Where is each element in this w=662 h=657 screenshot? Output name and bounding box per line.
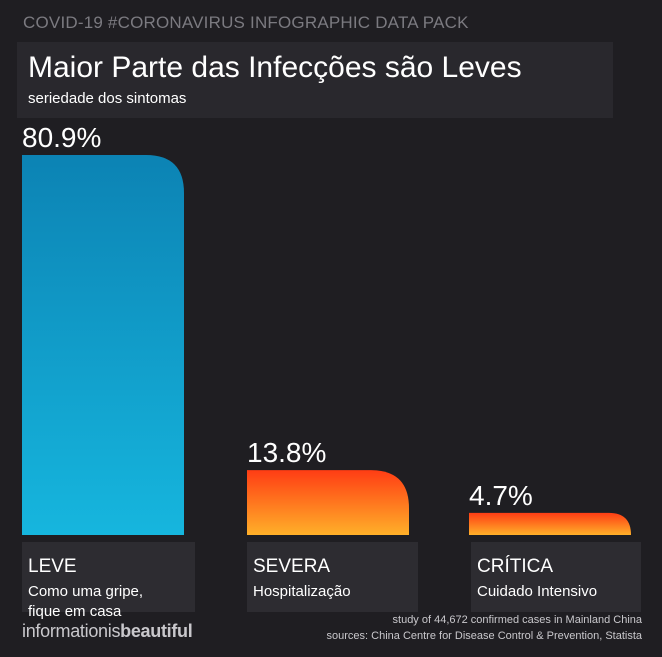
brand-part2: beautiful (120, 621, 193, 641)
bar-severa (247, 470, 409, 535)
chart-subtitle: seriedade dos sintomas (28, 90, 187, 107)
description-line: fique em casa (28, 603, 122, 620)
description-line: Cuidado Intensivo (477, 583, 598, 600)
description-line: Como uma gripe, (28, 583, 144, 600)
bar-value-label: 4.7% (469, 480, 533, 511)
brand-part1: informationis (22, 621, 121, 641)
bar-critica (469, 512, 631, 535)
brand-logo: informationisbeautiful (22, 621, 193, 642)
category-name: LEVE (28, 556, 77, 577)
category-name: SEVERA (253, 556, 331, 577)
pack-label: COVID-19 #CORONAVIRUS INFOGRAPHIC DATA P… (23, 13, 469, 32)
footnote-study: study of 44,672 confirmed cases in Mainl… (392, 614, 642, 626)
category-name: CRÍTICA (477, 556, 553, 577)
category-critica: CRÍTICA Cuidado Intensivo (471, 542, 641, 612)
category-leve: LEVE Como uma gripe, fique em casa (22, 542, 195, 620)
category-description: Como uma gripe, fique em casa (28, 582, 143, 622)
bar-value-label: 80.9% (22, 122, 101, 153)
category-severa: SEVERA Hospitalização (247, 542, 418, 612)
footnote-sources: sources: China Centre for Disease Contro… (326, 630, 642, 642)
title-box: Maior Parte das Infecções são Leves seri… (17, 42, 613, 118)
category-description: Hospitalização (253, 582, 351, 602)
chart-title: Maior Parte das Infecções são Leves (28, 51, 522, 84)
bar-value-label: 13.8% (247, 437, 326, 468)
category-description: Cuidado Intensivo (477, 582, 597, 602)
footnote: study of 44,672 confirmed cases in Mainl… (327, 612, 642, 644)
description-line: Hospitalização (253, 583, 351, 600)
bar-leve (22, 155, 184, 535)
